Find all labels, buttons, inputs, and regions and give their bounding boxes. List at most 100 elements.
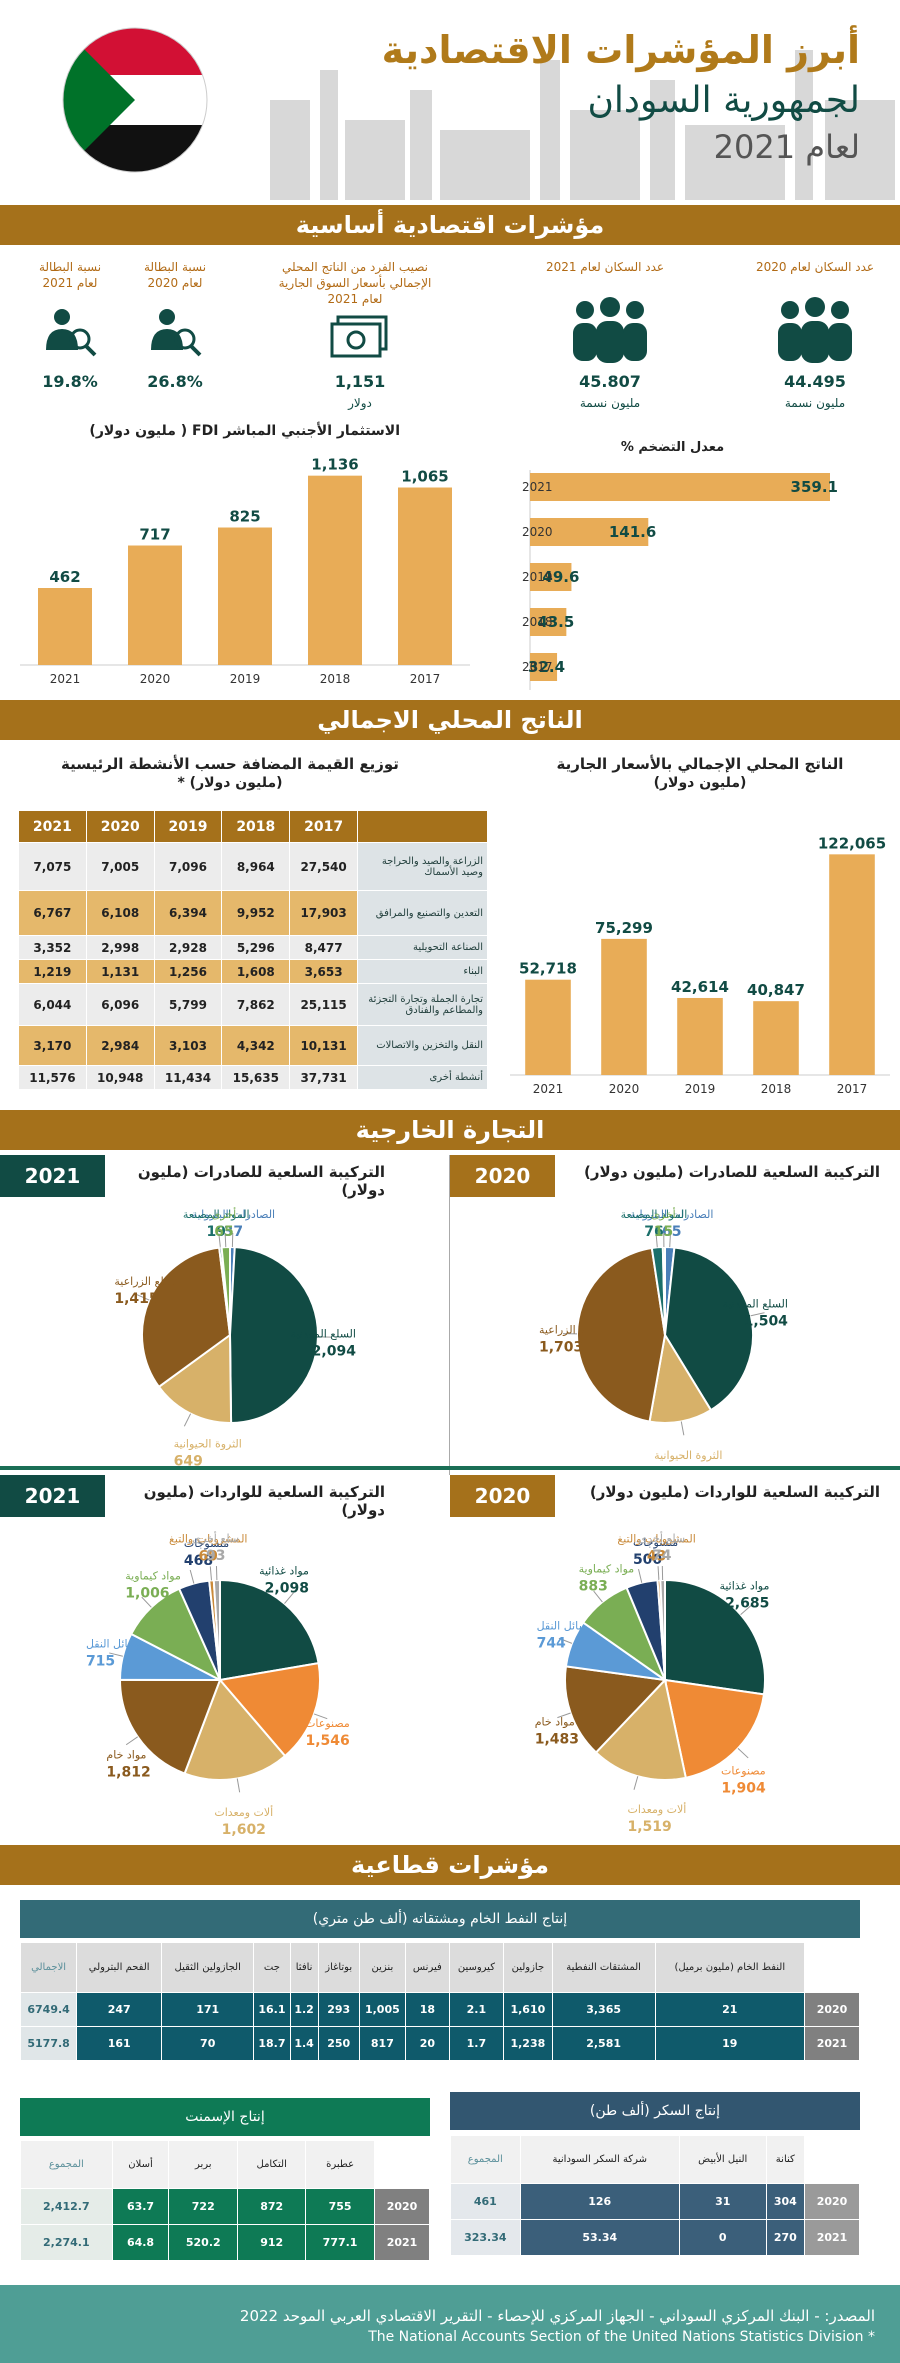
gdp-bar <box>601 938 647 1075</box>
gdp-bar <box>829 854 875 1075</box>
imports-2021-leader-line <box>125 1736 138 1746</box>
exports-2021-pie: الصادرات البترولية 37 السلع المعدنية 2,094 ا… <box>114 1207 356 1470</box>
inflation-bar <box>530 653 558 681</box>
exports-2021-slice-value: 649 <box>174 1454 203 1470</box>
va-row-label: أنشطة أخرى <box>357 1065 488 1090</box>
pop2021-value: 45.807 <box>579 372 641 391</box>
section-trade: التجارة الخارجية <box>0 1110 900 1150</box>
footer: المصدر: - البنك المركزي السوداني - الجها… <box>0 2285 900 2363</box>
va-cell: 6,096 <box>85 983 155 1026</box>
table-cell: 1.2 <box>289 1992 319 2027</box>
table-row-year: 2020 <box>804 1992 860 2027</box>
table-row-year: 2020 <box>374 2188 430 2225</box>
imports-2021-slice-value: 1,812 <box>106 1764 150 1780</box>
table-cell: 18 <box>404 1992 450 2027</box>
table-header-empty <box>374 2140 430 2189</box>
footer-source: المصدر: - البنك المركزي السوداني - الجها… <box>239 2307 875 2325</box>
exports-2020-slice-name: أخرى <box>651 1207 676 1221</box>
fdi-value-label: 1,065 <box>401 468 448 486</box>
imports-2021-leader-line <box>209 1566 212 1581</box>
imports-2020-slice <box>659 1578 666 1681</box>
gdp-per-capita-value: 1,151 <box>334 372 386 391</box>
exports-2020-leader-line <box>680 1421 685 1436</box>
exports-2021-slice-value: 19 <box>207 1224 226 1240</box>
inflation-value-label: 141.6 <box>609 523 656 541</box>
va-cell: 4,342 <box>221 1025 291 1066</box>
table-row: البناء 3,653 1,608 1,256 1,131 1,219 <box>18 959 488 984</box>
imports-2020-leader-line <box>740 1605 752 1615</box>
exports-2021-leader-line <box>183 1413 192 1427</box>
table-cell: 53.34 <box>519 2219 680 2256</box>
va-header-year: 2018 <box>221 810 291 843</box>
table-column-header: فيرنس <box>404 1942 450 1993</box>
gdp-category-label: 2017 <box>837 1082 868 1096</box>
exports-2021-slice <box>228 1246 319 1425</box>
imports-2021-leader-line <box>284 1592 294 1604</box>
table-row-year: 2021 <box>804 2026 860 2061</box>
table-column-header: النفط الخام (مليون برميل) <box>654 1942 806 1993</box>
exports-2020-slice-name: السلع المعدنية <box>723 1297 788 1310</box>
imports-2020-slice-name: مصنوعات <box>721 1764 766 1777</box>
gdp-per-capita-label-3: لعام 2021 <box>327 292 383 306</box>
gdp-chart-title: الناتج المحلي الإجمالي بالأسعار الجارية <box>556 755 844 773</box>
job-search-icon-2021 <box>46 309 97 357</box>
va-cell: 11,434 <box>153 1065 223 1090</box>
table-cell: 293 <box>317 1992 360 2027</box>
table-cell: 21 <box>654 1992 806 2027</box>
gdp-category-label: 2021 <box>533 1082 564 1096</box>
gdp-value-label: 42,614 <box>671 978 729 996</box>
table-row: الصناعة التحويلية 8,477 5,296 2,928 2,998 3,3… <box>18 935 488 960</box>
table-cell: 270 <box>765 2219 806 2256</box>
imports-2021-leader-line <box>109 1652 123 1657</box>
value-added-table: 2017 2018 2019 2020 2021 الزراعة والصيد والحر… <box>18 810 488 1090</box>
sugar-table-title: إنتاج السكر (ألف طن) <box>450 2092 860 2130</box>
unemp2021-label-2: لعام 2021 <box>42 276 98 290</box>
inflation-value-label: 43.5 <box>537 613 574 631</box>
imports-2021-slice <box>183 1678 287 1781</box>
exports-2021-slice-name: المواد المصنعة <box>183 1208 250 1221</box>
imports-2021-slice-name: ألات ومعدات <box>214 1805 273 1819</box>
exports-2021-slice-name: السلع المعدنية <box>291 1328 356 1341</box>
gdp-per-capita-label-1: نصيب الفرد من الناتج المحلي <box>282 260 428 274</box>
imports-2020-leader-line <box>737 1747 749 1759</box>
table-column-header: عطبرة <box>305 2140 375 2189</box>
exports-2021-slice-name: الصادرات البترولية <box>192 1208 275 1221</box>
imports-2020-slice-value: 883 <box>579 1578 608 1594</box>
unemp2020-label-1: نسبة البطالة <box>143 260 207 274</box>
table-column-header: المشتقات النفطية <box>551 1942 656 1993</box>
table-cell: 1.7 <box>448 2026 505 2061</box>
imports-2020-slice-value: 744 <box>537 1635 566 1651</box>
va-cell: 2,928 <box>153 935 223 960</box>
gdp-category-label: 2018 <box>761 1082 792 1096</box>
footer-note: The National Accounts Section of the Uni… <box>368 2329 875 2345</box>
fdi-bar <box>218 527 272 665</box>
va-cell: 5,296 <box>221 935 291 960</box>
fdi-category-label: 2021 <box>50 672 81 686</box>
va-cell: 11,576 <box>18 1065 87 1090</box>
imports-2020-slice-value: 1,483 <box>535 1732 579 1748</box>
imports-2020-slice-value: 1,904 <box>721 1780 766 1796</box>
imports-2020-slice-name: المشروبات والتبغ <box>617 1532 695 1545</box>
va-cell: 37,731 <box>289 1065 358 1090</box>
exports-2020-leader-line <box>655 1233 658 1248</box>
table-cell: 63.7 <box>111 2188 170 2225</box>
fdi-category-label: 2018 <box>320 672 351 686</box>
va-header-year: 2021 <box>18 810 87 843</box>
fdi-category-label: 2020 <box>140 672 171 686</box>
imports-2021-year: 2021 <box>0 1475 105 1517</box>
exports-2021-slice-name: أخرى <box>212 1207 237 1221</box>
oil-table: النفط الخام (مليون برميل) المشتقات النفطي… <box>19 1942 860 2061</box>
imports-2020-slice <box>664 1578 766 1696</box>
imports-2020-pie: مواد غذائية 2,685 مصنوعات 1,904 ألات ومعدات 1… <box>535 1531 770 1835</box>
table-cell: 2,581 <box>551 2026 656 2061</box>
gdp-per-capita-label-2: الإجمالي بأسعار السوق الجارية <box>278 276 432 290</box>
imports-2020-slice-name: مواد كيماوية <box>579 1562 635 1575</box>
va-cell: 8,477 <box>289 935 358 960</box>
table-row-year: 2020 <box>804 2183 860 2220</box>
inflation-category-label: 2017 <box>522 660 553 674</box>
imports-2021-leader-line <box>141 1596 152 1608</box>
exports-2020-title: التركيبة السلعية للصادرات (مليون دولار) <box>583 1163 880 1181</box>
table-row: التعدين والتصنيع والمرافق 17,903 9,952 6,39… <box>18 890 488 936</box>
imports-2020-slice-name: مواد غذائية <box>719 1580 769 1593</box>
pop2020-unit: مليون نسمة <box>784 396 846 410</box>
